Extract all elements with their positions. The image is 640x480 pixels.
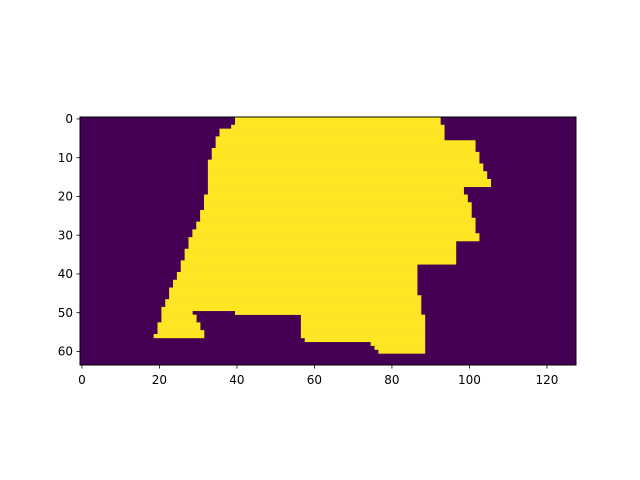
y-tick-label: 50 [58, 306, 73, 320]
y-tick-label: 40 [58, 267, 73, 281]
heatmap-mask-run [169, 291, 418, 296]
heatmap-mask-run [378, 349, 426, 354]
x-tick-label: 100 [458, 373, 481, 387]
heatmap-mask-run [300, 334, 426, 339]
heatmap-mask-run [157, 330, 205, 335]
heatmap-mask-run [204, 202, 472, 207]
heatmap-mask-run [153, 334, 205, 339]
heatmap-mask-run [196, 225, 476, 230]
heatmap-mask-run [300, 326, 426, 331]
heatmap-mask-run [304, 337, 426, 343]
heatmap-mask-run [215, 136, 445, 141]
heatmap-mask-run [219, 128, 445, 133]
heatmap-mask-run [173, 283, 418, 288]
heatmap-mask-run [300, 330, 426, 335]
x-tick-label: 80 [384, 373, 399, 387]
heatmap-mask-run [211, 148, 476, 153]
heatmap-mask-run [370, 341, 426, 346]
heatmap-mask-run [374, 345, 426, 350]
heatmap-mask-run [215, 140, 476, 145]
y-tick-label: 60 [58, 345, 73, 359]
y-tick-label: 20 [58, 190, 73, 204]
heatmap-mask-run [235, 117, 441, 122]
heatmap-mask-run [207, 167, 484, 172]
heatmap-mask-run [207, 179, 492, 184]
heatmap-mask-run [165, 303, 422, 308]
y-tick-label: 30 [58, 228, 73, 242]
heatmap-mask-run [184, 256, 457, 261]
heatmap-mask-run [235, 120, 441, 126]
heatmap-mask-run [211, 151, 480, 157]
heatmap-mask-run [157, 326, 201, 331]
heatmap-mask-run [204, 206, 472, 211]
heatmap-mask-run [184, 252, 457, 257]
heatmap-mask-run [184, 248, 457, 253]
heatmap-mask-run [173, 279, 418, 284]
y-tick-label: 10 [58, 151, 73, 165]
heatmap-mask-run [165, 299, 422, 304]
heatmap-mask-run [235, 310, 422, 315]
heatmap-mask-run [176, 272, 418, 277]
heatmap-mask-run [204, 194, 468, 199]
heatmap-mask-run [169, 287, 418, 292]
heatmap-mask-run [169, 295, 422, 300]
heatmap-mask-run [219, 132, 445, 137]
y-tick-label: 0 [65, 112, 73, 126]
heatmap-mask-run [157, 322, 201, 327]
heatmap-mask-run [176, 275, 418, 281]
heatmap-mask-run [211, 155, 480, 160]
heatmap-mask-run [300, 314, 426, 319]
axes-frame [79, 116, 577, 366]
plot-area [80, 117, 576, 365]
heatmap-mask-run [180, 268, 418, 273]
y-axis: 0 10 20 30 40 50 60 [58, 112, 80, 359]
heatmap-mask-run [200, 217, 476, 222]
heatmap-mask-run [180, 260, 457, 265]
heatmap-mask-run [188, 244, 457, 250]
heatmap-mask-run [300, 322, 426, 327]
heatmap-mask-run [204, 198, 468, 203]
heatmap-mask-run [161, 314, 197, 319]
heatmap-mask-run [207, 175, 488, 180]
heatmap-mask-run [200, 213, 472, 219]
x-tick-label: 20 [152, 373, 167, 387]
heatmap-mask-run [207, 182, 492, 188]
heatmap-mask-run [200, 210, 472, 215]
heatmap-mask-run [196, 221, 476, 226]
x-tick-label: 40 [229, 373, 244, 387]
x-tick-label: 60 [307, 373, 322, 387]
heatmap-mask-run [180, 264, 418, 269]
heatmap-mask-run [207, 186, 464, 191]
heatmap-mask-run [207, 171, 488, 176]
x-tick-label: 120 [535, 373, 558, 387]
heatmap-mask-run [188, 241, 457, 246]
heatmap-mask-run [161, 306, 422, 312]
heatmap-mask-run [207, 159, 480, 164]
heatmap-mask-run [161, 318, 197, 323]
heatmap-mask-run [192, 229, 476, 234]
heatmap-mask-run [300, 318, 426, 323]
heatmap-mask-run [207, 163, 484, 168]
x-tick-label: 0 [78, 373, 86, 387]
heatmap-mask-run [161, 310, 193, 315]
heatmap-mask-run [192, 233, 480, 238]
heatmap-mask-run [188, 237, 480, 242]
x-axis: 0 20 40 60 80 100 120 [78, 365, 558, 387]
heatmap-mask-run [231, 124, 445, 129]
heatmap-mask-run [215, 144, 476, 149]
heatmap-mask-run [207, 190, 464, 195]
